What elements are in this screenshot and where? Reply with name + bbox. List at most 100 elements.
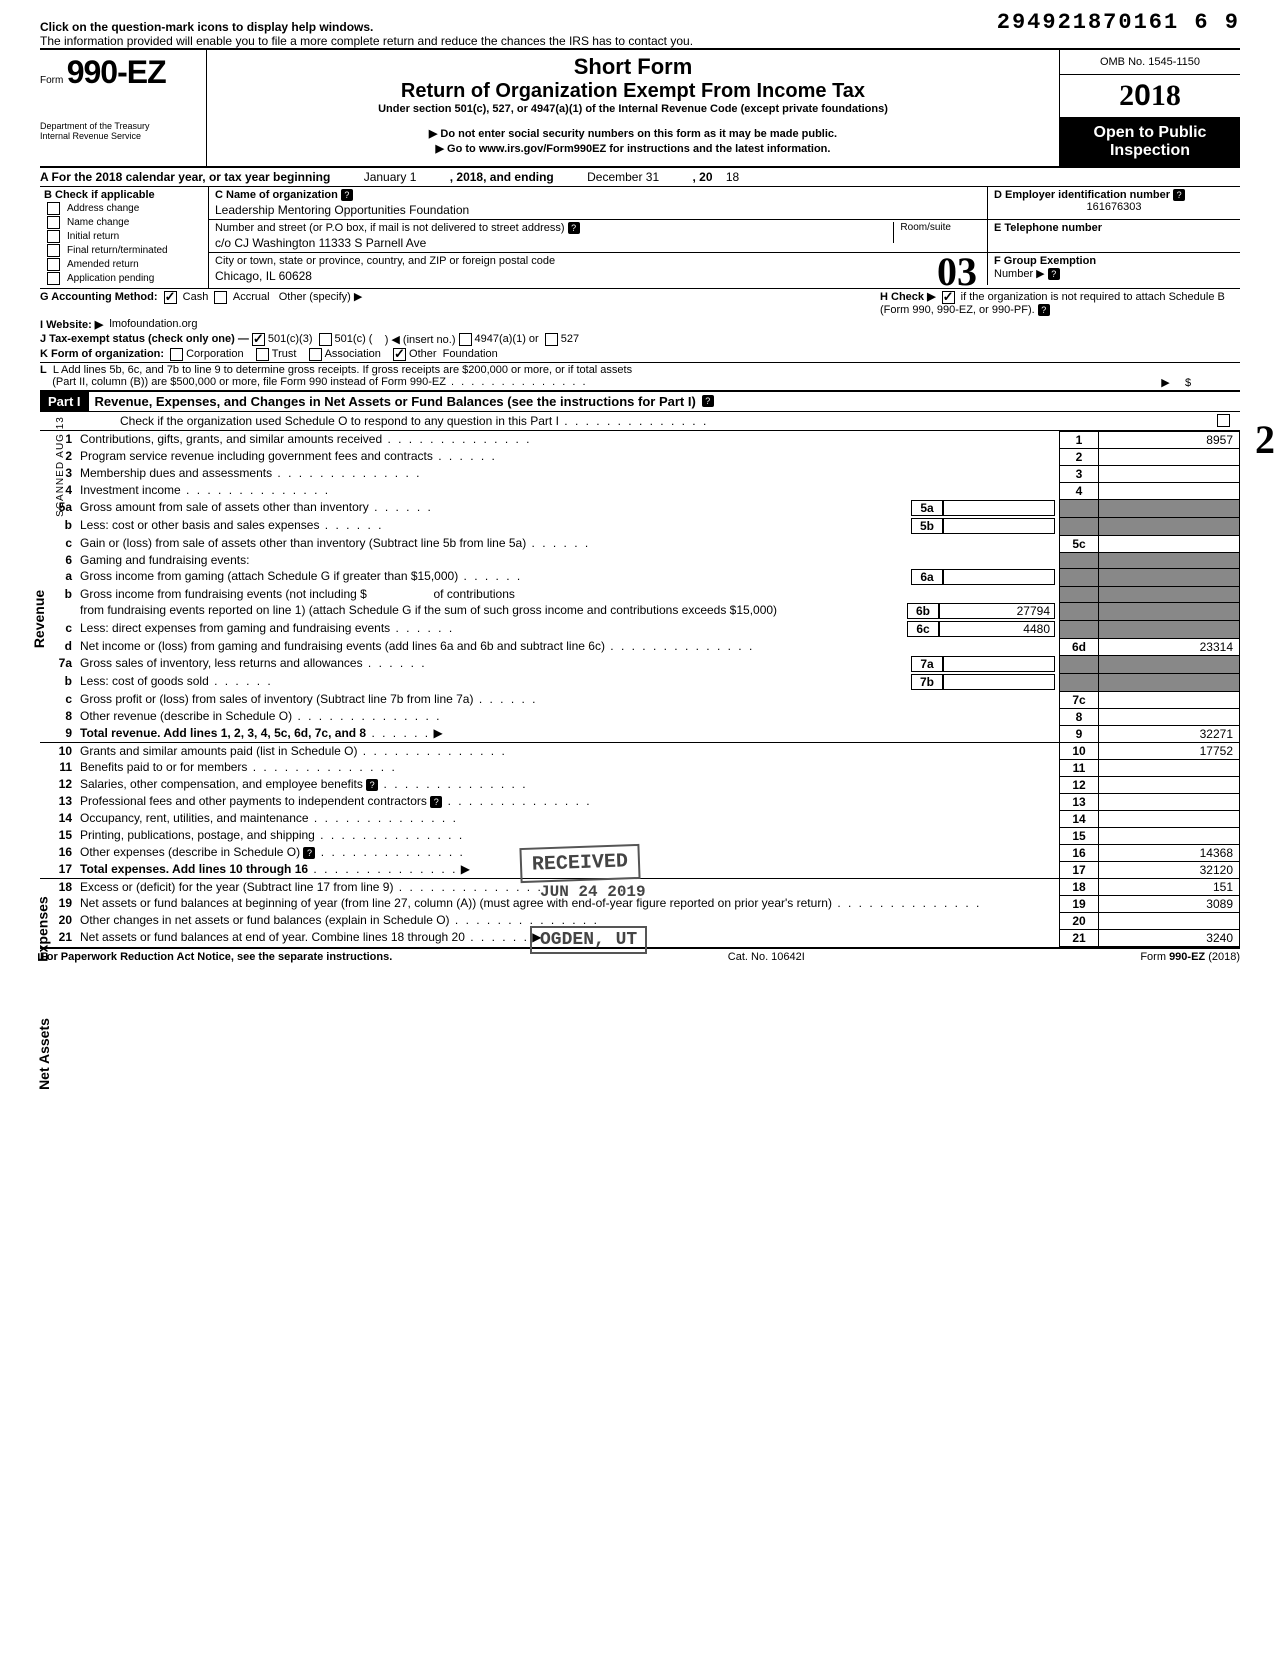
d-label: D Employer identification number (994, 189, 1170, 201)
line-15-desc: Printing, publications, postage, and shi… (80, 828, 315, 842)
line-13-val (1099, 793, 1240, 810)
help-icon[interactable]: ? (303, 847, 315, 859)
line-7c-val (1099, 691, 1240, 708)
title-return: Return of Organization Exempt From Incom… (213, 80, 1053, 103)
chk-schedule-b[interactable] (942, 291, 955, 304)
scanned-stamp: SCANNED AUG 13 (55, 416, 66, 517)
line-2-desc: Program service revenue including govern… (80, 449, 433, 463)
line-8-desc: Other revenue (describe in Schedule O) (80, 709, 292, 723)
c-city-label: City or town, state or province, country… (215, 255, 555, 267)
g-label: G Accounting Method: (40, 291, 158, 303)
line-4-val (1099, 482, 1240, 499)
chk-final-return[interactable] (47, 244, 60, 257)
year-begin: January 1 (364, 170, 417, 184)
line-19-desc: Net assets or fund balances at beginning… (80, 896, 832, 910)
line-21-val: 3240 (1099, 929, 1240, 946)
header-left: Form 990-EZ Department of the Treasury I… (40, 50, 207, 166)
line-11-val (1099, 759, 1240, 776)
form-number: 990-EZ (67, 54, 166, 90)
help-icon[interactable]: ? (1038, 304, 1050, 316)
l-line1: L Add lines 5b, 6c, and 7b to line 9 to … (53, 364, 632, 376)
chk-other-org[interactable] (393, 348, 406, 361)
help-icon[interactable]: ? (1048, 268, 1060, 280)
chk-corp[interactable] (170, 348, 183, 361)
paperwork-notice: For Paperwork Reduction Act Notice, see … (40, 951, 392, 963)
line-6b-desc3: from fundraising events reported on line… (80, 603, 777, 617)
line-5a-desc: Gross amount from sale of assets other t… (80, 500, 369, 514)
org-name: Leadership Mentoring Opportunities Found… (215, 201, 981, 217)
line-7b-desc: Less: cost of goods sold (80, 674, 209, 688)
line-9-desc: Total revenue. Add lines 1, 2, 3, 4, 5c,… (80, 726, 366, 740)
l-line2: (Part II, column (B)) are $500,000 or mo… (52, 376, 446, 388)
line-20-val (1099, 912, 1240, 929)
help-icon[interactable]: ? (430, 796, 442, 808)
chk-app-pending[interactable] (47, 272, 60, 285)
line-1-desc: Contributions, gifts, grants, and simila… (80, 432, 382, 446)
c-name-label: C Name of organization (215, 189, 338, 201)
part-1-check-text: Check if the organization used Schedule … (120, 414, 559, 428)
dln-number: 294921870161 6 9 (997, 10, 1240, 35)
line-1-val: 8957 (1099, 431, 1240, 448)
line-16-desc: Other expenses (describe in Schedule O) (80, 845, 300, 859)
line-16-val: 14368 (1099, 844, 1240, 861)
chk-name-change[interactable] (47, 216, 60, 229)
e-label: E Telephone number (994, 222, 1102, 234)
help-icon[interactable]: ? (366, 779, 378, 791)
line-21-desc: Net assets or fund balances at end of ye… (80, 930, 465, 944)
section-g-through-l: G Accounting Method: Cash Accrual Other … (40, 289, 1240, 391)
k-label: K Form of organization: (40, 348, 164, 361)
part-1-label: Part I (40, 392, 89, 411)
line-5c-val (1099, 535, 1240, 552)
chk-501c3[interactable] (252, 333, 265, 346)
h-label: H Check ▶ (880, 291, 936, 303)
line-7c-desc: Gross profit or (loss) from sales of inv… (80, 692, 473, 706)
chk-schedule-o[interactable] (1217, 414, 1230, 427)
line-14-desc: Occupancy, rent, utilities, and maintena… (80, 811, 309, 825)
line-14-val (1099, 810, 1240, 827)
line-9-val: 32271 (1099, 725, 1240, 742)
line-5c-desc: Gain or (loss) from sale of assets other… (80, 536, 526, 550)
line-2-val (1099, 448, 1240, 465)
street-value: c/o CJ Washington 11333 S Parnell Ave (215, 234, 981, 250)
form-prefix: Form (40, 75, 63, 86)
help-icon[interactable]: ? (568, 222, 580, 234)
chk-amended[interactable] (47, 258, 60, 271)
line-6a-desc: Gross income from gaming (attach Schedul… (80, 569, 458, 583)
line-10-val: 17752 (1099, 742, 1240, 759)
line-6c-desc: Less: direct expenses from gaming and fu… (80, 621, 390, 635)
note-ssn: ▶ Do not enter social security numbers o… (213, 127, 1053, 140)
side-label-revenue: Revenue (31, 590, 47, 648)
omb-number: OMB No. 1545-1150 (1060, 50, 1240, 75)
chk-initial-return[interactable] (47, 230, 60, 243)
line-19-val: 3089 (1099, 895, 1240, 912)
website-value: lmofoundation.org (109, 318, 197, 331)
chk-address-change[interactable] (47, 202, 60, 215)
line-5b-desc: Less: cost or other basis and sales expe… (80, 518, 319, 532)
chk-cash[interactable] (164, 291, 177, 304)
line-8-val (1099, 708, 1240, 725)
stamp-place: OGDEN, UT (530, 926, 647, 954)
line-13-desc: Professional fees and other payments to … (80, 794, 427, 808)
line-6d-val: 23314 (1099, 638, 1240, 655)
help-icon[interactable]: ? (341, 189, 353, 201)
chk-501c[interactable] (319, 333, 332, 346)
line-6d-desc: Net income or (loss) from gaming and fun… (80, 639, 605, 653)
side-label-netassets: Net Assets (36, 1018, 52, 1090)
cat-no: Cat. No. 10642I (728, 951, 805, 963)
year-end: December 31 (587, 170, 659, 184)
open-inspection: Open to PublicInspection (1060, 118, 1240, 166)
help-icon[interactable]: ? (702, 395, 714, 407)
chk-accrual[interactable] (214, 291, 227, 304)
chk-4947[interactable] (459, 333, 472, 346)
line-6b-desc1: Gross income from fundraising events (no… (80, 587, 367, 601)
chk-527[interactable] (545, 333, 558, 346)
part-1-title: Revenue, Expenses, and Changes in Net As… (89, 392, 702, 411)
title-short: Short Form (213, 54, 1053, 80)
line-12-val (1099, 776, 1240, 793)
help-icon[interactable]: ? (1173, 189, 1185, 201)
chk-trust[interactable] (256, 348, 269, 361)
line-18-desc: Excess or (deficit) for the year (Subtra… (80, 880, 393, 894)
line-17-desc: Total expenses. Add lines 10 through 16 (80, 862, 308, 876)
tax-year: 20201818 (1060, 75, 1240, 118)
chk-assoc[interactable] (309, 348, 322, 361)
